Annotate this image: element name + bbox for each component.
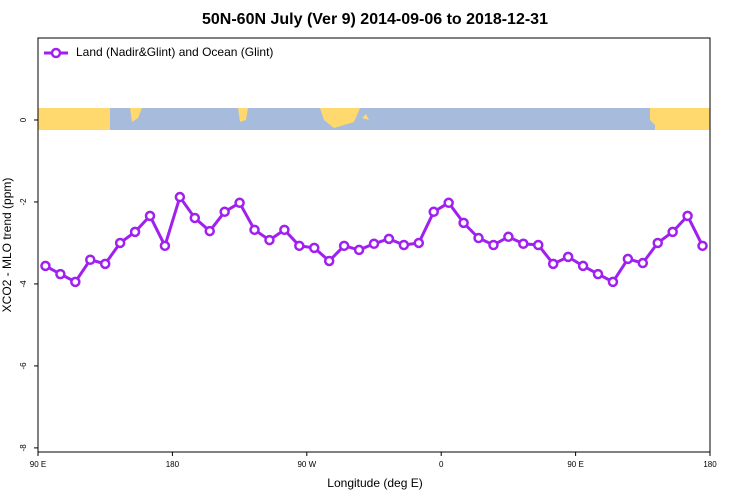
data-point (338, 240, 350, 252)
data-point (294, 240, 305, 252)
data-point (607, 276, 619, 288)
x-tick-label: 0 (439, 460, 444, 469)
data-point (353, 244, 365, 256)
x-tick-label: 90 W (297, 460, 316, 469)
x-tick-label: 90 E (30, 460, 46, 469)
x-tick-label: 180 (703, 460, 717, 469)
data-point (323, 255, 335, 267)
data-point (667, 226, 678, 238)
data-point (547, 258, 559, 270)
data-point (637, 257, 649, 269)
x-tick-label: 90 E (567, 460, 583, 469)
y-tick-label: -2 (19, 198, 28, 206)
data-point (144, 210, 156, 222)
data-point (398, 239, 410, 251)
data-point (85, 254, 96, 266)
data-point (55, 268, 66, 280)
data-point (189, 212, 201, 224)
data-point (458, 217, 469, 229)
data-point (129, 226, 141, 238)
data-point (159, 240, 171, 252)
y-tick-label: -6 (19, 362, 28, 370)
data-point (309, 242, 320, 254)
y-axis-label: XCO2 - MLO trend (ppm) (0, 178, 14, 313)
legend-label: Land (Nadir&Glint) and Ocean (Glint) (76, 45, 273, 59)
data-point (533, 239, 544, 251)
x-tick-label: 180 (166, 460, 180, 469)
data-point (99, 258, 111, 270)
data-point (204, 225, 215, 237)
data-point (622, 253, 634, 265)
data-point (473, 232, 484, 244)
chart-title: 50N-60N July (Ver 9) 2014-09-06 to 2018-… (202, 11, 548, 28)
data-point (234, 197, 245, 209)
data-point (562, 251, 574, 263)
plot-frame (37, 37, 711, 453)
data-point (383, 233, 395, 245)
legend: Land (Nadir&Glint) and Ocean (Glint) (44, 45, 273, 59)
data-point (592, 268, 604, 280)
data-point (279, 224, 290, 236)
data-point (503, 231, 514, 243)
data-point (577, 260, 589, 272)
x-axis-label: Longitude (deg E) (327, 476, 422, 490)
data-point (518, 238, 529, 250)
data-point (70, 276, 81, 288)
data-point (174, 191, 186, 203)
data-point (697, 240, 708, 252)
y-tick-label: 0 (19, 117, 28, 122)
data-point (413, 237, 425, 249)
data-point (40, 260, 51, 272)
data-point (652, 237, 663, 249)
data-point (114, 237, 126, 249)
data-point (368, 238, 380, 250)
data-point (682, 210, 693, 222)
data-point (443, 197, 454, 209)
data-point (249, 224, 260, 236)
legend-marker (50, 47, 62, 59)
data-point (488, 239, 499, 251)
y-tick-label: -4 (19, 280, 28, 288)
data-point (219, 206, 230, 218)
y-tick-label: -8 (19, 444, 28, 452)
data-point (428, 206, 439, 218)
map-strip (38, 108, 710, 130)
data-point (264, 234, 275, 246)
